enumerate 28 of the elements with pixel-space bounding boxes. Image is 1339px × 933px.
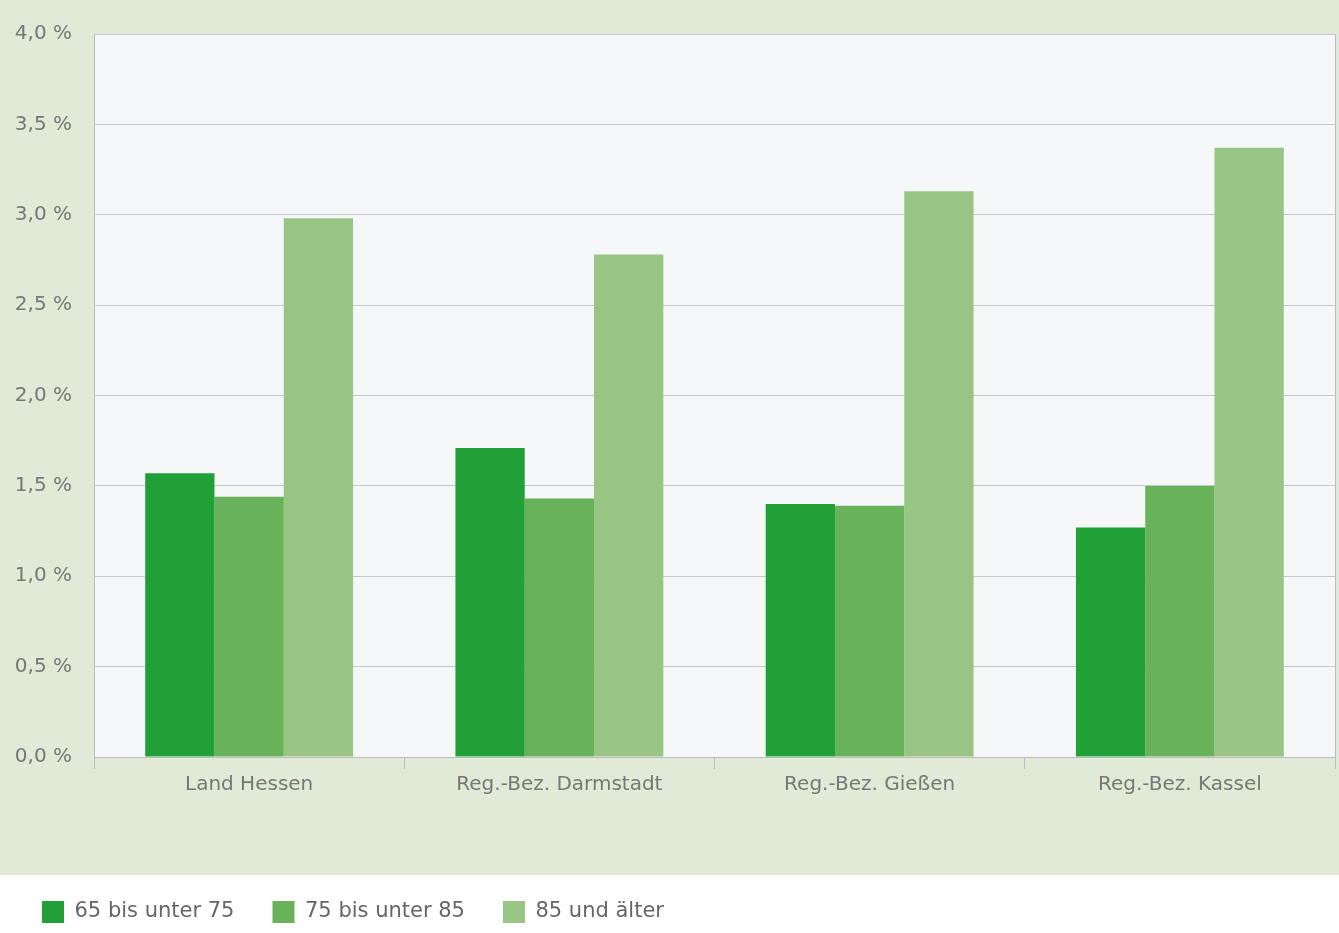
bar: [524, 498, 595, 757]
y-tick-label: 2,5 %: [14, 291, 72, 316]
bar: [594, 254, 664, 757]
x-tick-label: Land Hessen: [184, 771, 314, 796]
y-tick-label: 0,5 %: [14, 652, 72, 677]
bar: [214, 496, 284, 757]
bar: [1214, 147, 1284, 757]
bar: [1075, 527, 1146, 757]
x-tick-label: Reg.-Bez. Gießen: [784, 771, 956, 796]
legend-label: 85 und älter: [535, 898, 665, 923]
y-tick-label: 0,0 %: [14, 743, 72, 768]
y-tick-label: 3,5 %: [14, 110, 72, 135]
x-tick-label: Reg.-Bez. Kassel: [1097, 771, 1262, 796]
x-tick-label: Reg.-Bez. Darmstadt: [456, 771, 663, 796]
y-tick-label: 3,0 %: [14, 200, 72, 225]
bar: [1145, 485, 1215, 757]
bar: [283, 218, 354, 757]
legend-label: 75 bis unter 85: [304, 898, 465, 923]
y-tick-label: 4,0 %: [14, 20, 72, 45]
y-tick-label: 2,0 %: [14, 381, 72, 406]
legend-label: 65 bis unter 75: [74, 898, 235, 923]
y-tick-label: 1,0 %: [14, 562, 72, 587]
bar: [145, 473, 215, 757]
bar: [765, 503, 835, 757]
bar: [904, 191, 974, 757]
bar: [834, 505, 905, 757]
y-tick-label: 1,5 %: [14, 472, 72, 497]
bar: [455, 447, 525, 757]
